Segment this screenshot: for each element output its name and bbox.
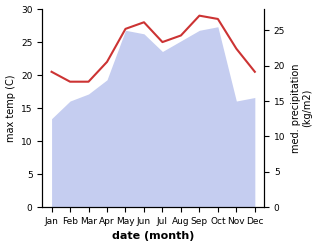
Y-axis label: max temp (C): max temp (C)	[5, 74, 16, 142]
X-axis label: date (month): date (month)	[112, 231, 194, 242]
Y-axis label: med. precipitation
(kg/m2): med. precipitation (kg/m2)	[291, 63, 313, 153]
